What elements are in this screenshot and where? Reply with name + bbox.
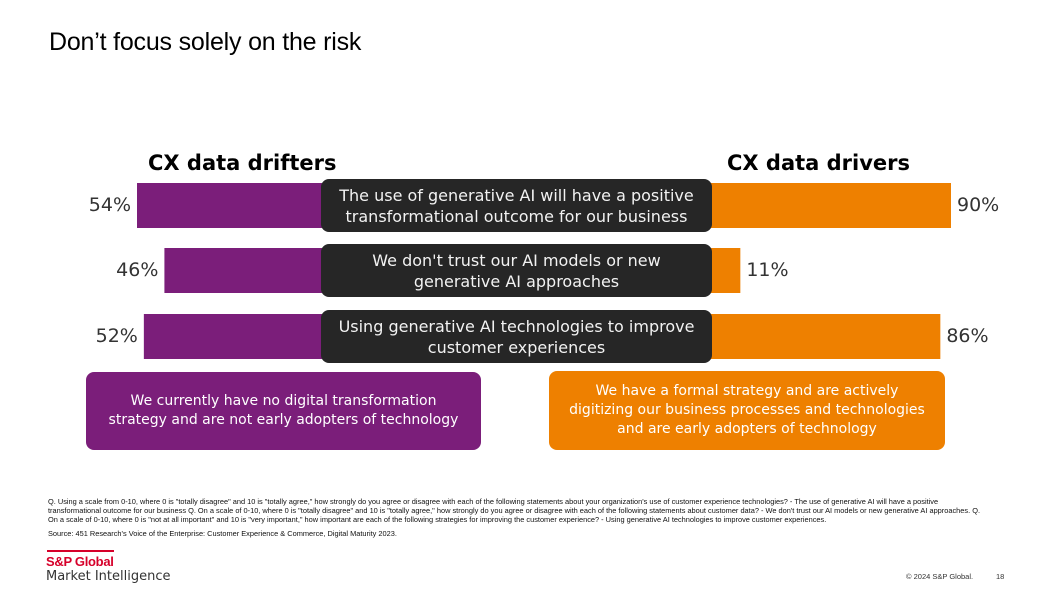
drivers-description: We have a formal strategy and are active… (549, 371, 945, 450)
statement-label: The use of generative AI will have a pos… (321, 179, 712, 232)
logo-sp-global: S&P Global (46, 554, 114, 569)
drifters-bar (143, 314, 322, 359)
logo-rule (47, 550, 114, 552)
drifters-value-label: 54% (88, 194, 131, 216)
drivers-bar (711, 314, 941, 359)
drivers-value-label: 86% (946, 325, 989, 347)
source-note: Source: 451 Research's Voice of the Ente… (48, 529, 397, 538)
copyright: © 2024 S&P Global. (906, 572, 974, 581)
drifters-heading: CX data drifters (148, 151, 337, 175)
drifters-value-label: 52% (95, 325, 138, 347)
drivers-heading: CX data drivers (727, 151, 911, 175)
statement-label: We don't trust our AI models or new gene… (321, 244, 712, 297)
drivers-bar (711, 183, 951, 228)
statement-label: Using generative AI technologies to impr… (321, 310, 712, 363)
drivers-bar (711, 248, 741, 293)
drivers-value-label: 90% (957, 194, 1000, 216)
logo-market-intelligence: Market Intelligence (46, 569, 171, 584)
drifters-description: We currently have no digital transformat… (86, 372, 481, 450)
question-footnote: Q. Using a scale from 0-10, where 0 is "… (48, 497, 980, 525)
drifters-bar (137, 183, 322, 228)
page-number: 18 (996, 572, 1005, 581)
drifters-bar (164, 248, 322, 293)
drifters-value-label: 46% (116, 259, 159, 281)
slide-title: Don’t focus solely on the risk (49, 28, 362, 56)
drivers-value-label: 11% (746, 259, 789, 281)
